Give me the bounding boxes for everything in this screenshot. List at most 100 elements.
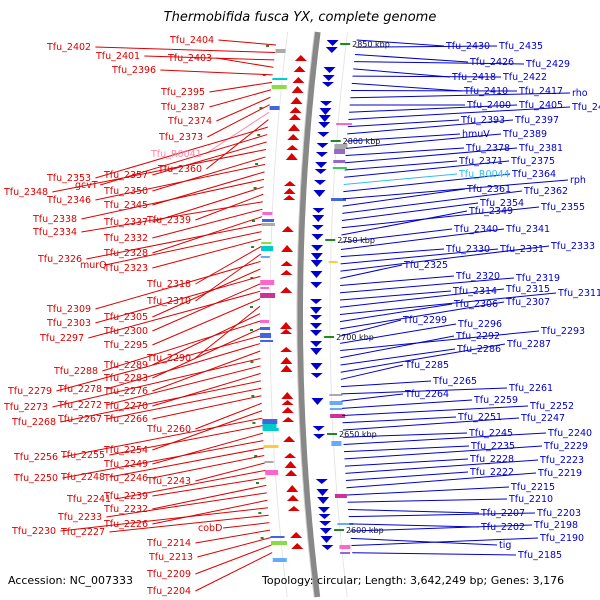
forward-gene-arrow: [315, 479, 328, 484]
right-leader-line: [345, 471, 469, 482]
left-gene-label: Tfu_2338: [32, 214, 77, 225]
right-leader-line: [343, 432, 547, 445]
reverse-gene-arrow: [283, 195, 296, 200]
forward-gene-arrow: [313, 190, 326, 197]
right-leader-line: [344, 458, 469, 467]
right-gene-label: Tfu_2314: [452, 286, 497, 297]
right-leader-line: [349, 523, 480, 528]
right-gene-label: Tfu_2435: [498, 41, 543, 52]
reverse-cog-block: [269, 106, 280, 110]
left-gene-label: Tfu_2403: [167, 53, 212, 64]
forward-gene-arrow: [315, 152, 328, 157]
reverse-cog-block: [270, 536, 285, 538]
forward-gene-arrow: [314, 180, 327, 185]
forward-gene-arrow: [310, 341, 323, 347]
right-leader-line: [340, 245, 550, 272]
left-gene-label: Tfu_2295: [103, 340, 148, 351]
forward-gene-arrow: [325, 47, 338, 53]
left-gene-label: Tfu_2227: [60, 527, 105, 538]
left-gene-label: Tfu_2337: [103, 217, 148, 228]
forward-gene-arrow: [321, 545, 334, 550]
right-leader-line: [345, 459, 539, 474]
right-gene-label: Tfu_2361: [466, 184, 511, 195]
left-leader-line: [152, 238, 262, 269]
kbp-tick-label: 2850 kbp: [352, 40, 390, 49]
feature-mark: [266, 45, 270, 47]
right-gene-label: Tfu_2355: [540, 202, 585, 213]
right-leader-line: [340, 275, 455, 287]
left-leader-line: [195, 552, 273, 592]
right-leader-line: [340, 364, 404, 380]
reverse-gene-arrow: [292, 77, 305, 83]
ring-guide-outer: [329, 31, 349, 598]
reverse-cog-block: [262, 219, 275, 222]
right-gene-label: Tfu_2228: [469, 454, 514, 465]
right-leader-line: [354, 53, 469, 63]
forward-gene-arrow: [315, 162, 328, 168]
left-leader-line: [152, 186, 264, 223]
right-gene-label: Tfu_2319: [515, 273, 560, 284]
right-gene-label: Tfu_2247: [520, 413, 565, 424]
left-gene-label: Tfu_2279: [7, 386, 52, 397]
forward-cog-block: [339, 545, 351, 549]
feature-mark: [253, 187, 257, 189]
reverse-cog-block: [260, 320, 270, 323]
right-gene-label: Tfu_2229: [543, 441, 588, 452]
reverse-gene-arrow: [288, 114, 301, 120]
reverse-cog-block: [271, 85, 287, 89]
right-gene-label: Tfu_2400: [466, 100, 511, 111]
left-gene-label: Tfu_2214: [146, 538, 191, 549]
left-leader-line: [106, 387, 262, 420]
reverse-gene-arrow: [288, 124, 301, 131]
feature-mark: [251, 395, 255, 397]
right-gene-label: Tfu_2430: [445, 41, 490, 52]
left-gene-label: Tfu_2309: [46, 304, 91, 315]
left-gene-label: Tfu_2254: [103, 445, 148, 456]
reverse-gene-arrow: [280, 329, 293, 334]
right-gene-label: Tfu_2409: [571, 102, 600, 113]
left-gene-label: Tfu_2297: [39, 333, 84, 344]
reverse-cog-block: [271, 541, 288, 545]
left-leader-line: [152, 372, 261, 407]
right-gene-label: Tfu_2293: [540, 326, 585, 337]
left-gene-label: Tfu_2373: [158, 132, 203, 143]
left-leader-line: [109, 425, 263, 456]
left-leader-line: [195, 402, 262, 430]
right-leader-line: [342, 179, 569, 200]
right-leader-line: [342, 417, 520, 431]
right-gene-label: Tfu_2389: [502, 129, 547, 140]
forward-cog-block: [331, 441, 342, 446]
reverse-gene-arrow: [291, 86, 304, 93]
right-gene-label: Tfu_2381: [518, 143, 563, 154]
left-gene-label: Tfu_2326: [37, 254, 82, 265]
reverse-cog-block: [272, 558, 287, 562]
right-gene-label: Tfu_2306: [453, 299, 498, 310]
right-gene-label: Tfu_2426: [469, 57, 514, 68]
right-leader-line: [341, 387, 508, 395]
reverse-cog-block: [260, 340, 274, 342]
left-gene-label: Tfu_2350: [103, 186, 148, 197]
right-gene-label: rph: [570, 175, 586, 186]
left-leader-line: [95, 163, 266, 201]
left-gene-label: Tfu_2250: [13, 473, 58, 484]
right-gene-label: Tfu_2354: [479, 198, 524, 209]
reverse-gene-arrow: [281, 407, 294, 413]
reverse-cog-block: [275, 49, 286, 53]
feature-mark: [252, 220, 256, 222]
right-gene-label: Tfu_2223: [539, 455, 584, 466]
right-leader-line: [343, 432, 468, 438]
reverse-cog-block: [262, 424, 277, 429]
left-leader-line: [152, 477, 266, 497]
left-gene-label: Tfu_2233: [57, 512, 102, 523]
left-gene-label: Tfu_2318: [146, 279, 191, 290]
reverse-cog-block: [260, 287, 270, 289]
left-gene-label: Tfu_2395: [160, 87, 205, 98]
right-leader-line: [343, 445, 470, 453]
right-gene-label: Tfu_2410: [463, 86, 508, 97]
reverse-gene-arrow: [287, 134, 300, 140]
forward-cog-block: [334, 494, 347, 498]
left-leader-line: [115, 469, 266, 500]
reverse-gene-arrow: [284, 453, 297, 458]
right-gene-label: Tfu_2286: [456, 344, 501, 355]
left-leader-line: [152, 484, 267, 510]
